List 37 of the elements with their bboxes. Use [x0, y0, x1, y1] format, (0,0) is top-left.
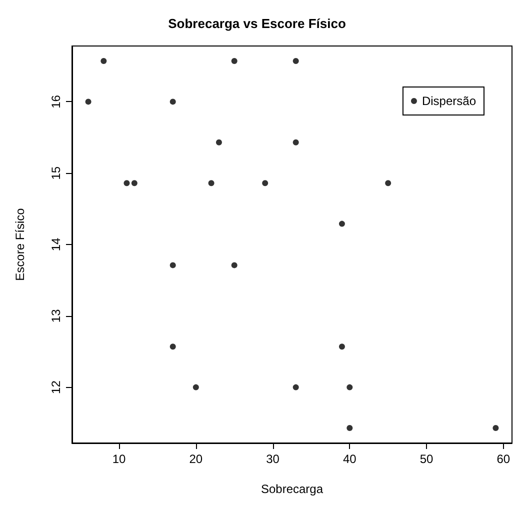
point [231, 58, 238, 64]
legend-label: Dispersão [422, 94, 476, 108]
point [100, 58, 107, 64]
point [492, 425, 499, 432]
y-tick-label: 14 [49, 238, 63, 252]
y-tick-label: 16 [49, 94, 63, 108]
point [170, 344, 176, 350]
point [292, 58, 299, 64]
point [170, 262, 176, 268]
point [192, 384, 199, 390]
point [124, 180, 130, 186]
point [292, 384, 299, 390]
x-tick-label: 50 [420, 452, 434, 466]
point [85, 98, 92, 105]
x-tick-label: 20 [189, 452, 203, 466]
y-tick-label: 15 [49, 166, 63, 180]
y-axis-title: Escore Físico [13, 208, 27, 281]
x-tick-label: 40 [342, 452, 357, 466]
point [292, 139, 299, 146]
y-tick-label: 12 [49, 380, 63, 394]
point [338, 220, 345, 227]
x-tick-label: 30 [266, 452, 280, 466]
point [231, 262, 238, 268]
point [216, 139, 222, 146]
point [385, 180, 392, 186]
point [346, 384, 353, 390]
point [338, 344, 345, 350]
point [262, 180, 268, 186]
x-axis-title: Sobrecarga [260, 482, 324, 496]
chart-title: Sobrecarga vs Escore Físico [168, 16, 346, 31]
point [346, 425, 353, 432]
point [170, 98, 176, 105]
x-tick-label: 10 [112, 452, 126, 466]
point [131, 180, 138, 186]
point [208, 180, 214, 186]
y-tick-label: 13 [49, 308, 63, 323]
x-tick-label: 60 [496, 452, 510, 466]
